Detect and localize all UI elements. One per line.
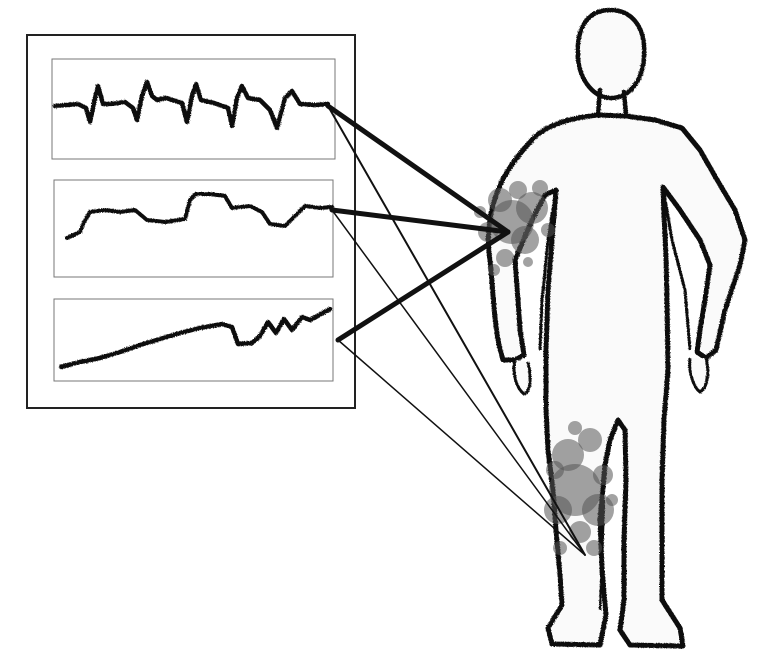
connector-plot2-shoulder xyxy=(329,207,511,235)
connector-lines xyxy=(325,103,586,556)
rising-trend-waveform xyxy=(58,306,333,370)
oscillating-waveform xyxy=(52,79,331,131)
human-figure xyxy=(485,7,748,649)
plot-frame-3 xyxy=(53,298,334,382)
connector-plot3-shoulder xyxy=(335,229,511,343)
connector-plot1-shoulder xyxy=(325,103,511,235)
signal-panel xyxy=(26,34,356,409)
head xyxy=(575,7,647,101)
connector-plot3-knee xyxy=(337,339,586,556)
signal-plot-2 xyxy=(53,179,334,278)
neck xyxy=(595,87,629,119)
left-arm-inner-line xyxy=(538,189,558,351)
plot-frame-1 xyxy=(51,58,336,160)
right-arm-inner-line xyxy=(661,186,692,351)
signal-plot-1 xyxy=(51,58,336,160)
connector-plot2-knee xyxy=(331,209,586,556)
connector-plot1-knee xyxy=(327,105,586,556)
left-hand xyxy=(512,359,532,396)
signal-plot-3 xyxy=(53,298,334,382)
knee-sensor-splatter xyxy=(544,421,618,556)
step-waveform xyxy=(65,192,334,240)
right-hand xyxy=(688,357,710,394)
